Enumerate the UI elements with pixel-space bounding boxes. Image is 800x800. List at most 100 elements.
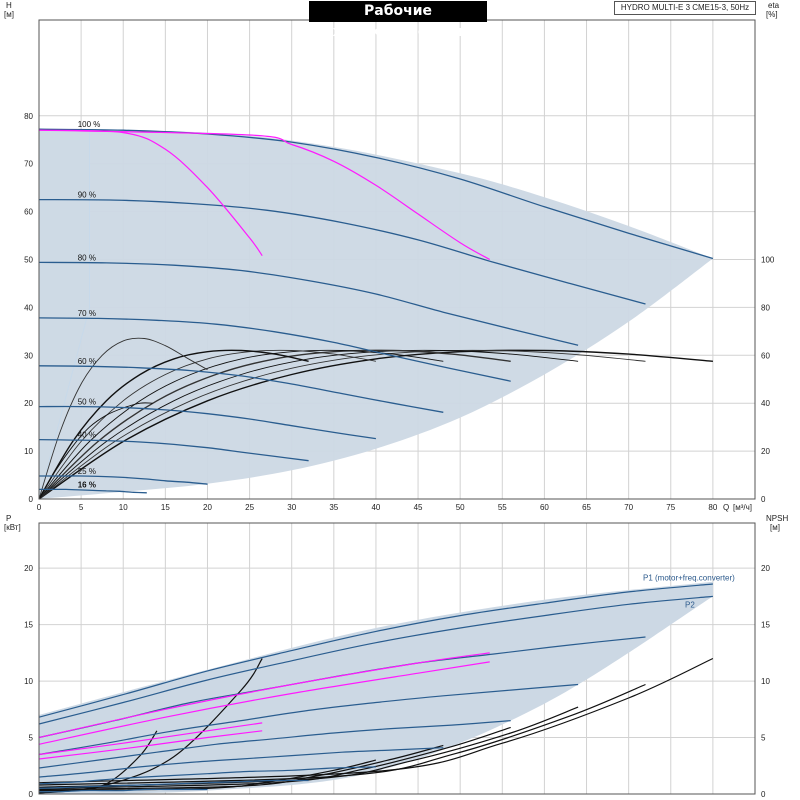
head-curve [38, 475, 208, 485]
y2-axis-label: eta [768, 1, 780, 10]
speed-label: 16 % [78, 480, 96, 489]
y-tick-label: 40 [24, 303, 33, 312]
head-curve [38, 128, 714, 260]
y-tick-label: 10 [24, 677, 33, 686]
y2-tick-label: 40 [761, 399, 770, 408]
y2-axis-unit: [%] [766, 10, 778, 19]
x-tick-label: 40 [371, 503, 380, 512]
power-system-curve [38, 730, 263, 760]
x-axis-label: Q [723, 503, 729, 512]
x-tick-label: 15 [161, 503, 170, 512]
x-tick-label: 10 [119, 503, 128, 512]
head-curve [38, 438, 309, 462]
speed-label: 80 % [78, 253, 96, 262]
y2-tick-label: 0 [761, 495, 766, 504]
y2-tick-label: 0 [761, 790, 766, 799]
power-plot-frame [38, 522, 756, 795]
efficiency-curve [38, 349, 713, 500]
x-tick-label: 0 [37, 503, 42, 512]
npsh-curve [38, 657, 714, 784]
efficiency-curve [38, 349, 309, 500]
x-tick-label: 5 [79, 503, 84, 512]
power-curve [38, 766, 376, 785]
power-system-curve [38, 722, 263, 756]
p2-label: P2 [685, 601, 695, 610]
head-curve [39, 488, 147, 494]
npsh-curve [38, 744, 444, 791]
speed-label: 60 % [78, 357, 96, 366]
x-tick-label: 45 [414, 503, 423, 512]
x-tick-label: 70 [624, 503, 633, 512]
head-curve [38, 261, 579, 346]
npsh-curve [38, 658, 263, 794]
efficiency-curve [38, 349, 376, 500]
power-curve [38, 747, 444, 778]
y-tick-label: 20 [24, 564, 33, 573]
npsh-curve [38, 726, 511, 789]
x-tick-label: 75 [666, 503, 675, 512]
head-curve [38, 317, 511, 382]
p1-label: P1 (motor+freq.converter) [643, 574, 735, 583]
system-curve [38, 129, 490, 261]
y-tick-label: 30 [24, 351, 33, 360]
operating-area-power [39, 581, 713, 794]
x-tick-label: 50 [456, 503, 465, 512]
power-curve [38, 583, 713, 718]
y-tick-label: 20 [24, 399, 33, 408]
y-tick-label: 10 [24, 447, 33, 456]
y2-tick-label: 100 [761, 256, 775, 265]
power-curve [38, 788, 208, 793]
y2-tick-label: 80 [761, 303, 770, 312]
power-curve [38, 720, 511, 769]
speed-label: 50 % [78, 398, 96, 407]
y2-axis-label: NPSH [766, 514, 788, 523]
speed-label: 90 % [78, 191, 96, 200]
operating-area-head [39, 130, 713, 499]
y2-tick-label: 20 [761, 447, 770, 456]
y2-tick-label: 10 [761, 677, 770, 686]
efficiency-curve [38, 349, 579, 500]
y2-tick-label: 15 [761, 621, 770, 630]
pump-model-label: HYDRO MULTI-E 3 CME15-3, 50Hz [614, 1, 756, 15]
npsh-curve [38, 759, 377, 792]
y-tick-label: 80 [24, 112, 33, 121]
y2-tick-label: 5 [761, 734, 766, 743]
power-curve [38, 683, 579, 756]
y-tick-label: 0 [29, 495, 34, 504]
y2-tick-label: 20 [761, 564, 770, 573]
x-tick-label: 35 [329, 503, 338, 512]
chart-title: Рабочие характеристики [309, 1, 487, 40]
min-flow-boundary [38, 130, 91, 500]
speed-label: 25 % [78, 467, 96, 476]
head-curve [38, 365, 444, 413]
x-tick-label: 55 [498, 503, 507, 512]
x-tick-label: 25 [245, 503, 254, 512]
x-tick-label: 65 [582, 503, 591, 512]
y-axis-label: P [6, 514, 11, 523]
power-curve [38, 779, 309, 789]
head-curve [38, 198, 646, 305]
x-tick-label: 60 [540, 503, 549, 512]
efficiency-curve [38, 349, 511, 500]
y-axis-unit: [кВт] [4, 523, 21, 532]
y2-tick-label: 60 [761, 351, 770, 360]
y-axis-label: H [6, 1, 12, 10]
x-axis-unit: [м³/ч] [733, 503, 752, 512]
efficiency-curve [38, 337, 208, 500]
power-system-curve [38, 661, 490, 745]
y-tick-label: 50 [24, 256, 33, 265]
y-tick-label: 70 [24, 160, 33, 169]
x-tick-label: 20 [203, 503, 212, 512]
y-tick-label: 5 [29, 734, 34, 743]
power-curve [38, 595, 713, 725]
y-tick-label: 15 [24, 621, 33, 630]
y-tick-label: 0 [29, 790, 34, 799]
npsh-curve [38, 683, 646, 786]
efficiency-curve [38, 402, 153, 500]
y-tick-label: 60 [24, 208, 33, 217]
x-tick-label: 80 [708, 503, 717, 512]
efficiency-curve [38, 349, 646, 500]
speed-label: 100 % [78, 120, 101, 129]
y-axis-unit: [м] [4, 10, 14, 19]
